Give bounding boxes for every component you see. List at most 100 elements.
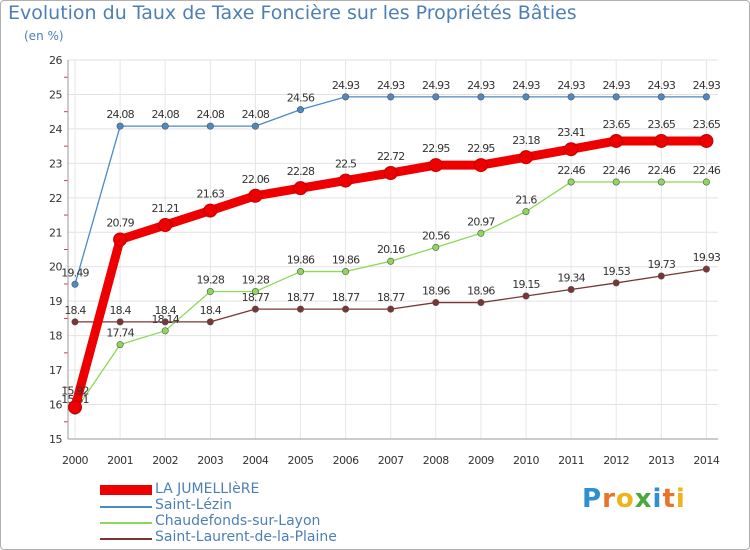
data-point-saint-laurent-de-la-plaine — [567, 285, 575, 293]
data-point-saint-lezin — [702, 93, 710, 101]
data-point-la-jumelliere — [203, 203, 218, 218]
legend-label-saint-lezin: Saint-Lézin — [155, 497, 233, 513]
data-label-saint-lezin: 24.93 — [377, 79, 405, 92]
y-tick-label: 17 — [49, 364, 62, 377]
data-label-chaudefonds-sur-layon: 19.86 — [332, 254, 360, 267]
data-label-saint-lezin: 24.08 — [106, 108, 134, 121]
y-tick-label: 18 — [49, 330, 62, 343]
data-point-saint-lezin — [612, 93, 620, 101]
brand-logo-letter: t — [662, 484, 676, 514]
data-point-saint-laurent-de-la-plaine — [251, 305, 259, 313]
data-point-la-jumelliere — [609, 133, 624, 148]
data-label-la-jumelliere: 22.5 — [335, 158, 357, 171]
data-point-chaudefonds-sur-layon — [251, 288, 259, 296]
data-label-saint-lezin: 24.93 — [648, 79, 676, 92]
x-tick-label: 2008 — [423, 454, 449, 467]
legend-swatch-saint-lezin — [100, 506, 152, 508]
y-tick-label: 23 — [49, 157, 62, 170]
data-label-saint-laurent-de-la-plaine: 18.96 — [467, 285, 495, 298]
data-point-chaudefonds-sur-layon — [161, 327, 169, 335]
data-label-saint-lezin: 24.93 — [512, 79, 540, 92]
x-tick-label: 2013 — [648, 454, 674, 467]
x-tick-label: 2010 — [513, 454, 539, 467]
y-tick-label: 22 — [49, 192, 62, 205]
data-label-saint-laurent-de-la-plaine: 18.77 — [242, 291, 270, 304]
brand-logo-letter: o — [615, 484, 635, 514]
data-label-la-jumelliere: 23.18 — [512, 134, 540, 147]
data-label-chaudefonds-sur-layon: 22.46 — [602, 164, 630, 177]
data-point-chaudefonds-sur-layon — [387, 257, 395, 265]
data-label-saint-laurent-de-la-plaine: 18.4 — [155, 304, 177, 317]
data-label-la-jumelliere: 22.72 — [377, 150, 405, 163]
data-label-saint-lezin: 19.49 — [61, 266, 89, 279]
line-chart: 15 16 17 18 19 20 21 22 23 24 25 26 2000 2001 2002 2003… — [49, 54, 722, 467]
data-point-la-jumelliere — [519, 150, 533, 165]
data-point-chaudefonds-sur-layon — [296, 268, 304, 276]
y-tick-label: 25 — [49, 88, 62, 101]
chart-title: Evolution du Taux de Taxe Foncière sur l… — [8, 2, 577, 24]
data-label-saint-laurent-de-la-plaine: 18.96 — [422, 285, 450, 298]
data-point-saint-laurent-de-la-plaine — [657, 272, 665, 280]
data-label-la-jumelliere: 15.92 — [61, 384, 89, 397]
legend-swatch-saint-laurent-de-la-plaine — [100, 538, 152, 540]
legend-label-la-jumelliere: LA JUMELLIèRE — [155, 481, 260, 497]
x-tick-label: 2005 — [288, 454, 314, 467]
data-point-saint-laurent-de-la-plaine — [387, 305, 395, 313]
x-tick-label: 2014 — [693, 454, 719, 467]
data-point-saint-laurent-de-la-plaine — [477, 299, 485, 307]
data-label-saint-lezin: 24.93 — [602, 79, 630, 92]
data-label-la-jumelliere: 23.65 — [648, 118, 676, 131]
data-point-saint-lezin — [432, 93, 440, 101]
data-point-chaudefonds-sur-layon — [657, 178, 665, 186]
chart-subtitle: (en %) — [24, 29, 64, 43]
x-tick-label: 2004 — [242, 454, 268, 467]
data-label-saint-lezin: 24.93 — [422, 79, 450, 92]
y-tick-label: 26 — [49, 54, 62, 67]
data-point-saint-laurent-de-la-plaine — [612, 279, 620, 287]
data-label-saint-lezin: 24.93 — [467, 79, 495, 92]
data-point-saint-lezin — [296, 106, 304, 114]
y-tick-label: 15 — [49, 433, 62, 446]
data-label-chaudefonds-sur-layon: 20.97 — [467, 215, 495, 228]
y-tick-label: 24 — [49, 123, 62, 136]
data-point-chaudefonds-sur-layon — [567, 178, 575, 186]
data-point-saint-lezin — [161, 122, 169, 130]
legend-label-chaudefonds-sur-layon: Chaudefonds-sur-Layon — [155, 513, 321, 529]
data-point-saint-laurent-de-la-plaine — [522, 292, 530, 300]
x-tick-label: 2007 — [378, 454, 404, 467]
x-tick-label: 2002 — [152, 454, 178, 467]
data-point-saint-laurent-de-la-plaine — [206, 318, 214, 326]
data-label-saint-lezin: 24.56 — [287, 92, 315, 105]
data-point-la-jumelliere — [68, 400, 82, 415]
data-point-saint-lezin — [116, 122, 124, 130]
legend-swatch-chaudefonds-sur-layon — [100, 522, 152, 524]
data-label-saint-laurent-de-la-plaine: 19.93 — [693, 251, 721, 264]
brand-logo: Proxiti — [582, 484, 686, 514]
data-label-chaudefonds-sur-layon: 22.46 — [557, 164, 585, 177]
data-point-la-jumelliere — [473, 158, 488, 173]
data-point-chaudefonds-sur-layon — [116, 341, 124, 349]
x-tick-label: 2012 — [603, 454, 629, 467]
data-label-saint-lezin: 24.93 — [332, 79, 360, 92]
x-tick-label: 2000 — [62, 454, 88, 467]
data-point-chaudefonds-sur-layon — [702, 178, 710, 186]
data-point-chaudefonds-sur-layon — [206, 288, 214, 296]
data-label-saint-lezin: 24.93 — [693, 79, 721, 92]
data-label-saint-lezin: 24.08 — [151, 108, 179, 121]
legend-swatch-la-jumelliere — [100, 485, 152, 495]
data-label-chaudefonds-sur-layon: 22.46 — [693, 164, 721, 177]
data-point-la-jumelliere — [564, 142, 579, 157]
data-point-la-jumelliere — [428, 158, 443, 173]
brand-logo-letter: r — [602, 484, 616, 514]
data-point-chaudefonds-sur-layon — [612, 178, 620, 186]
x-tick-label: 2001 — [107, 454, 133, 467]
data-point-saint-laurent-de-la-plaine — [161, 318, 169, 326]
y-tick-label: 16 — [49, 399, 62, 412]
data-point-saint-lezin — [387, 93, 395, 101]
brand-logo-letter: x — [634, 484, 653, 514]
data-label-chaudefonds-sur-layon: 22.46 — [648, 164, 676, 177]
x-tick-label: 2003 — [197, 454, 223, 467]
data-label-saint-laurent-de-la-plaine: 18.77 — [332, 291, 360, 304]
data-point-saint-lezin — [477, 93, 485, 101]
plot-area — [68, 60, 718, 439]
